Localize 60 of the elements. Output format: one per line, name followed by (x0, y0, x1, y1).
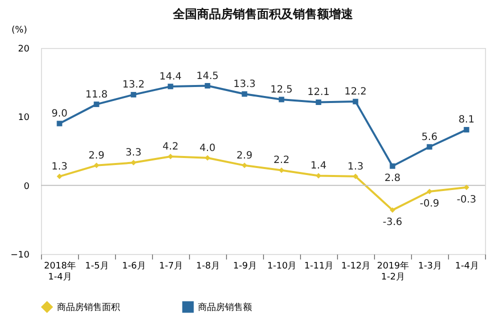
x-tick-label: 1-7月 (159, 262, 183, 272)
x-tick-label: 2019年 1-2月 (377, 260, 409, 282)
data-label: 14.5 (196, 70, 219, 82)
point (242, 162, 248, 168)
y-tick-label: 20 (18, 44, 30, 54)
legend-label: 商品房销售额 (198, 302, 252, 313)
data-label: 2.8 (384, 173, 400, 184)
data-label: 14.4 (159, 71, 182, 82)
point (352, 98, 358, 104)
x-tick-label: 1-5月 (85, 262, 109, 272)
y-tick-label: 10 (18, 113, 30, 124)
x-tick-label: 1-6月 (122, 262, 146, 272)
data-label: -3.6 (382, 217, 402, 228)
x-tick-label: 1-3月 (418, 262, 442, 272)
data-label: 13.3 (233, 79, 256, 90)
point (426, 188, 432, 194)
point (56, 120, 62, 126)
data-label: 13.2 (122, 80, 145, 91)
point (464, 126, 470, 132)
data-label: 1.4 (310, 160, 326, 172)
point (94, 102, 100, 108)
data-label: 2.9 (236, 150, 252, 162)
data-label: 2.2 (274, 155, 290, 166)
data-label: 8.1 (458, 114, 474, 126)
data-label: 12.2 (344, 86, 367, 98)
x-tick-label: 1-10月 (267, 262, 297, 272)
point (390, 163, 396, 169)
data-label: 9.0 (52, 108, 68, 120)
data-label: 5.6 (422, 132, 438, 143)
data-label: 4.0 (200, 142, 216, 154)
point (168, 84, 174, 90)
y-axis-title: (%) (12, 26, 28, 36)
data-label: 11.8 (85, 89, 108, 100)
x-tick-label: 1-8月 (196, 262, 220, 272)
y-tick-label: 0 (24, 182, 30, 192)
point (464, 184, 470, 190)
legend-label: 商品房销售面积 (57, 302, 120, 313)
x-tick-label: 1-12月 (341, 262, 371, 272)
x-tick-label: 1-11月 (304, 262, 334, 272)
data-label: 2.9 (88, 150, 104, 162)
data-label: 4.2 (162, 141, 178, 152)
point (130, 92, 136, 98)
data-label: 1.3 (52, 161, 68, 172)
data-label: 12.5 (270, 84, 293, 96)
x-tick-label: 1-9月 (233, 262, 257, 272)
data-label: 3.3 (126, 148, 142, 159)
point (390, 207, 396, 213)
point (204, 83, 210, 89)
point (56, 174, 62, 180)
data-label: -0.3 (456, 194, 476, 206)
data-label: 12.1 (307, 87, 330, 98)
point (278, 167, 284, 173)
data-label: -0.9 (420, 198, 440, 210)
data-label: 1.3 (348, 161, 364, 172)
x-tick-label: 2018年 1-4月 (44, 260, 76, 282)
x-tick-label: 1-4月 (455, 262, 479, 272)
y-tick-label: −10 (10, 250, 30, 260)
point (426, 144, 432, 150)
chart-title: 全国商品房销售面积及销售额增速 (172, 7, 354, 21)
point (316, 100, 322, 105)
